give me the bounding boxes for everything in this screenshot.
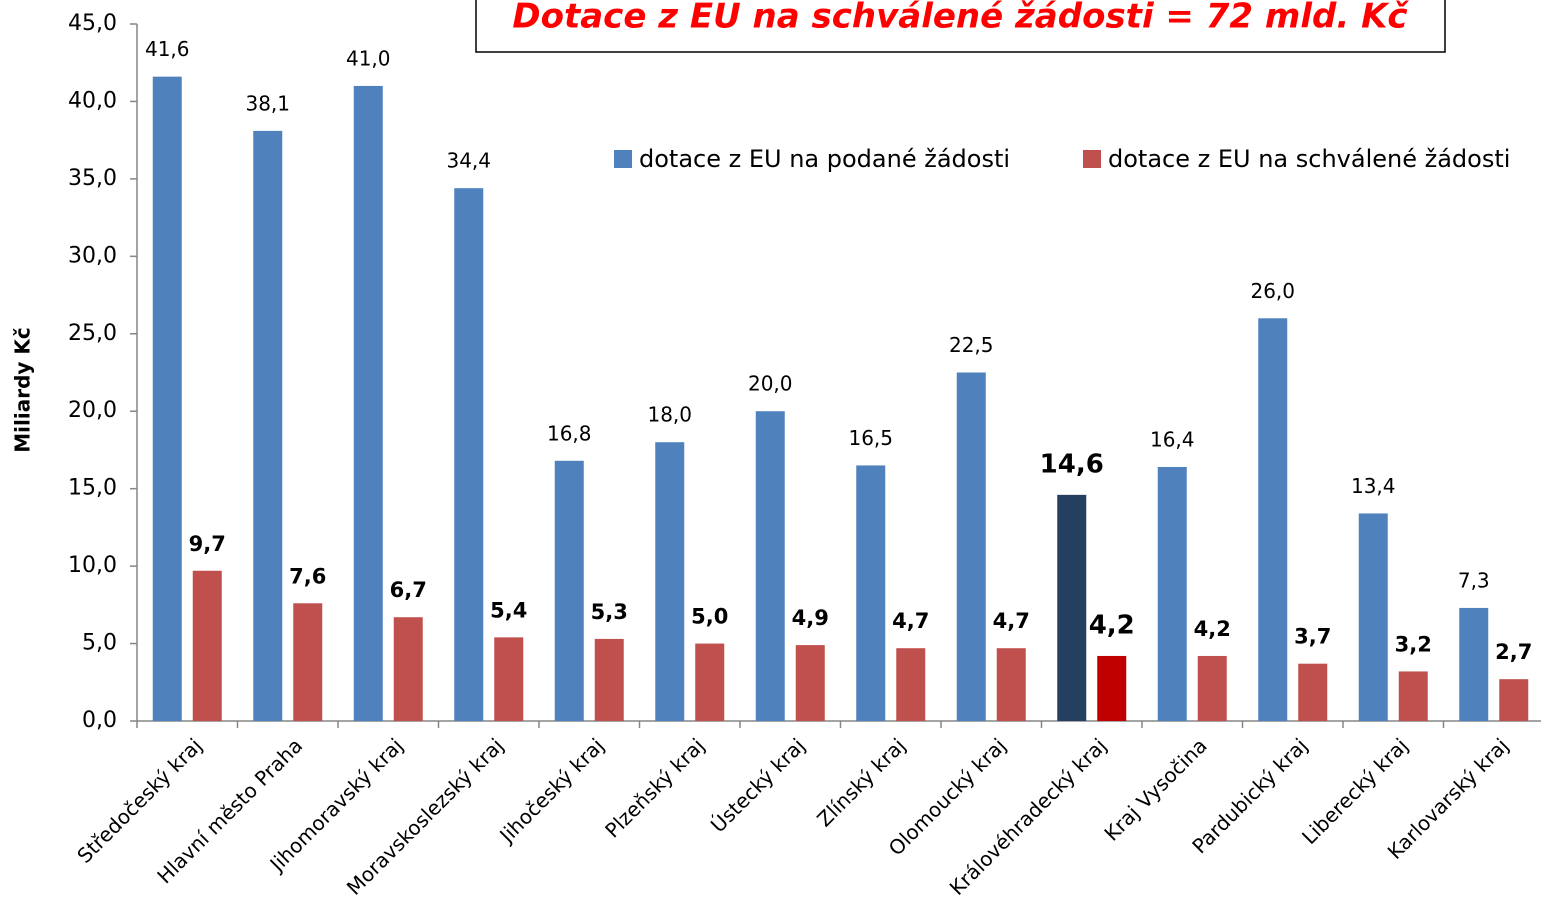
- y-tick-label: 15,0: [68, 476, 117, 501]
- bar: [755, 411, 785, 721]
- bar: [1298, 663, 1328, 721]
- bar: [1499, 679, 1529, 721]
- x-tick-label: Kraj Vysočina: [1099, 733, 1211, 845]
- data-label: 3,7: [1294, 625, 1331, 649]
- bar: [192, 570, 222, 721]
- data-label: 7,3: [1458, 568, 1490, 592]
- bar: [655, 442, 685, 721]
- data-label: 16,4: [1150, 427, 1195, 451]
- bar: [1057, 494, 1087, 721]
- bar: [494, 637, 524, 721]
- y-tick-label: 20,0: [68, 398, 117, 423]
- data-label: 4,7: [993, 609, 1030, 633]
- y-tick-label: 45,0: [68, 11, 117, 36]
- data-label: 5,3: [591, 600, 628, 624]
- annotation-box: [475, 0, 1446, 53]
- y-tick-label: 25,0: [68, 321, 117, 346]
- bar: [454, 188, 484, 721]
- data-label: 14,6: [1040, 449, 1104, 479]
- data-label: 6,7: [390, 578, 427, 602]
- data-label: 13,4: [1351, 474, 1396, 498]
- bar: [1398, 671, 1428, 721]
- data-label: 7,6: [289, 564, 326, 588]
- y-tick-label: 0,0: [82, 708, 117, 733]
- data-label: 4,2: [1089, 610, 1135, 640]
- x-tick-label: Plzeňský kraj: [600, 733, 709, 842]
- y-tick-label: 10,0: [68, 553, 117, 578]
- y-axis-label: Miliardy Kč: [11, 327, 35, 453]
- bar: [152, 76, 182, 721]
- bar: [1197, 655, 1227, 721]
- x-tick-label: Zlínský kraj: [812, 733, 910, 831]
- data-label: 38,1: [245, 91, 290, 115]
- bar: [1097, 655, 1127, 721]
- data-label: 9,7: [189, 532, 226, 556]
- data-label: 18,0: [647, 403, 692, 427]
- data-label: 4,2: [1194, 617, 1231, 641]
- annotation: Dotace z EU na schválené žádosti = 72 ml…: [512, 0, 1409, 37]
- y-tick-label: 35,0: [68, 166, 117, 191]
- legend-label: dotace z EU na podané žádosti: [639, 145, 1010, 173]
- legend-swatch: [614, 150, 632, 168]
- data-label: 41,0: [346, 46, 391, 70]
- data-label: 4,7: [892, 609, 929, 633]
- data-label: 4,9: [792, 606, 829, 630]
- bar: [1459, 607, 1489, 721]
- data-label: 26,0: [1250, 279, 1295, 303]
- bar: [293, 603, 323, 721]
- bar: [695, 643, 725, 721]
- data-label: 5,0: [691, 605, 728, 629]
- y-tick-label: 40,0: [68, 88, 117, 113]
- bar: [956, 372, 986, 721]
- bar: [1358, 513, 1388, 721]
- legend-label: dotace z EU na schválené žádosti: [1108, 145, 1510, 173]
- data-label: 3,2: [1395, 632, 1432, 656]
- data-label: 2,7: [1495, 640, 1532, 664]
- data-label: 20,0: [748, 372, 793, 396]
- data-label: 22,5: [949, 333, 994, 357]
- bar: [1258, 318, 1288, 721]
- x-tick-label: Jihočeský kraj: [494, 733, 609, 848]
- x-tick-label: Liberecký kraj: [1297, 733, 1413, 849]
- bar: [996, 648, 1026, 721]
- bar: [1157, 466, 1187, 721]
- bar: [253, 130, 283, 721]
- data-label: 41,6: [145, 37, 190, 61]
- y-tick-label: 5,0: [82, 631, 117, 656]
- bar: [393, 617, 423, 721]
- data-label: 5,4: [490, 598, 527, 622]
- bar: [554, 460, 584, 721]
- data-label: 16,8: [547, 421, 592, 445]
- bar: [353, 85, 383, 721]
- bar: [896, 648, 926, 721]
- y-tick-label: 30,0: [68, 243, 117, 268]
- data-label: 16,5: [848, 426, 893, 450]
- bar: [594, 638, 624, 721]
- data-label: 34,4: [446, 149, 491, 173]
- legend-swatch: [1083, 150, 1101, 168]
- bar: [856, 465, 886, 721]
- x-tick-label: Ústecký kraj: [706, 733, 810, 837]
- bar: [795, 645, 825, 721]
